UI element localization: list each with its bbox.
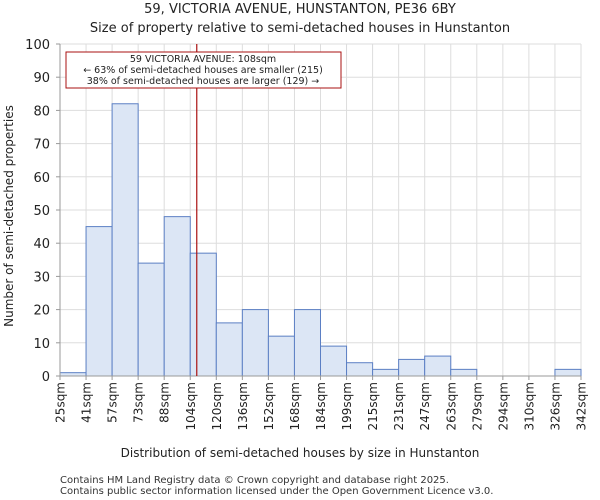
annotation-line-1: 59 VICTORIA AVENUE: 108sqm xyxy=(130,54,276,65)
x-tick-label-342sqm: 342sqm xyxy=(575,382,589,430)
x-tick-label-215sqm: 215sqm xyxy=(366,382,380,430)
x-tick-label-263sqm: 263sqm xyxy=(444,382,458,430)
bar-184sqm xyxy=(320,345,348,377)
annotation-frame xyxy=(65,51,342,89)
y-tick-label-80: 80 xyxy=(33,104,50,119)
x-tick-label-247sqm: 247sqm xyxy=(418,382,432,430)
bar-231sqm xyxy=(398,358,426,377)
y-tick-label-40: 40 xyxy=(33,237,50,252)
x-tick-label-199sqm: 199sqm xyxy=(340,382,354,430)
bar-41sqm xyxy=(85,226,113,377)
y-tick-label-70: 70 xyxy=(33,138,50,153)
x-tick-label-294sqm: 294sqm xyxy=(496,382,510,430)
annotation-line-3: 38% of semi-detached houses are larger (… xyxy=(87,76,320,87)
bar-73sqm xyxy=(137,262,165,377)
x-tick-label-152sqm: 152sqm xyxy=(262,382,276,430)
x-tick-label-104sqm: 104sqm xyxy=(184,382,198,430)
y-tick-label-100: 100 xyxy=(25,38,50,53)
annotation-line-2: ← 63% of semi-detached houses are smalle… xyxy=(83,65,323,76)
x-tick-label-25sqm: 25sqm xyxy=(54,382,68,423)
y-axis-label: Number of semi-detached properties xyxy=(2,105,16,327)
y-tick-label-20: 20 xyxy=(33,304,50,319)
x-tick-label-136sqm: 136sqm xyxy=(236,382,250,430)
x-tick-label-231sqm: 231sqm xyxy=(392,382,406,430)
bar-199sqm xyxy=(346,362,374,377)
y-tick-label-50: 50 xyxy=(33,204,50,219)
x-tick-label-168sqm: 168sqm xyxy=(288,382,302,430)
bar-88sqm xyxy=(163,216,191,377)
bar-247sqm xyxy=(424,355,452,377)
x-axis-ticks: 25sqm 41sqm 57sqm 73sqm 88sqm 104sqm 120sqm 136… xyxy=(54,376,589,430)
x-tick-label-120sqm: 120sqm xyxy=(210,382,224,430)
y-tick-label-90: 90 xyxy=(33,71,50,86)
x-tick-label-88sqm: 88sqm xyxy=(158,382,172,423)
x-tick-label-57sqm: 57sqm xyxy=(106,382,120,423)
bar-152sqm xyxy=(267,335,295,377)
x-tick-label-73sqm: 73sqm xyxy=(132,382,146,423)
bar-136sqm xyxy=(241,309,269,377)
bar-120sqm xyxy=(215,322,243,377)
bar-168sqm xyxy=(293,309,322,377)
x-tick-label-310sqm: 310sqm xyxy=(522,382,536,430)
chart-title: 59, VICTORIA AVENUE, HUNSTANTON, PE36 6B… xyxy=(144,2,456,17)
y-tick-label-60: 60 xyxy=(33,171,50,186)
footer-line-2: Contains public sector information licen… xyxy=(60,486,493,497)
bar-263sqm xyxy=(450,368,478,377)
footer-line-1: Contains HM Land Registry data © Crown c… xyxy=(60,475,449,486)
x-tick-label-41sqm: 41sqm xyxy=(80,382,94,423)
bar-57sqm xyxy=(111,103,139,377)
annotation-box: 59 VICTORIA AVENUE: 108sqm ← 63% of semi… xyxy=(65,51,342,89)
x-tick-label-326sqm: 326sqm xyxy=(548,382,562,430)
bar-215sqm xyxy=(372,368,400,377)
chart-subtitle: Size of property relative to semi-detach… xyxy=(90,21,510,36)
bar-326sqm xyxy=(554,368,582,377)
y-axis-ticks: 0 10 20 30 40 50 60 70 80 90 100 xyxy=(25,38,60,385)
y-tick-label-30: 30 xyxy=(33,270,50,285)
bar-104sqm xyxy=(189,252,217,377)
x-tick-label-184sqm: 184sqm xyxy=(314,382,328,430)
x-axis-label: Distribution of semi-detached houses by … xyxy=(121,446,480,460)
y-tick-label-10: 10 xyxy=(33,337,50,352)
x-tick-label-279sqm: 279sqm xyxy=(470,382,484,430)
y-tick-label-0: 0 xyxy=(42,370,50,385)
